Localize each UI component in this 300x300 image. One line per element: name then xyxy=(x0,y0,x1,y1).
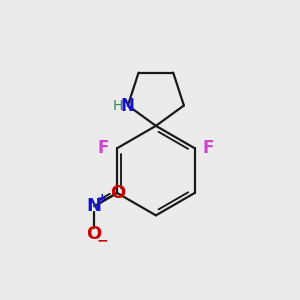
Text: O: O xyxy=(110,184,125,202)
Text: +: + xyxy=(96,192,107,206)
Text: −: − xyxy=(97,234,108,248)
Text: F: F xyxy=(203,139,214,157)
Text: F: F xyxy=(98,139,109,157)
Text: H: H xyxy=(113,98,124,112)
Text: N: N xyxy=(87,197,102,215)
Text: O: O xyxy=(87,225,102,243)
Text: N: N xyxy=(121,97,135,115)
